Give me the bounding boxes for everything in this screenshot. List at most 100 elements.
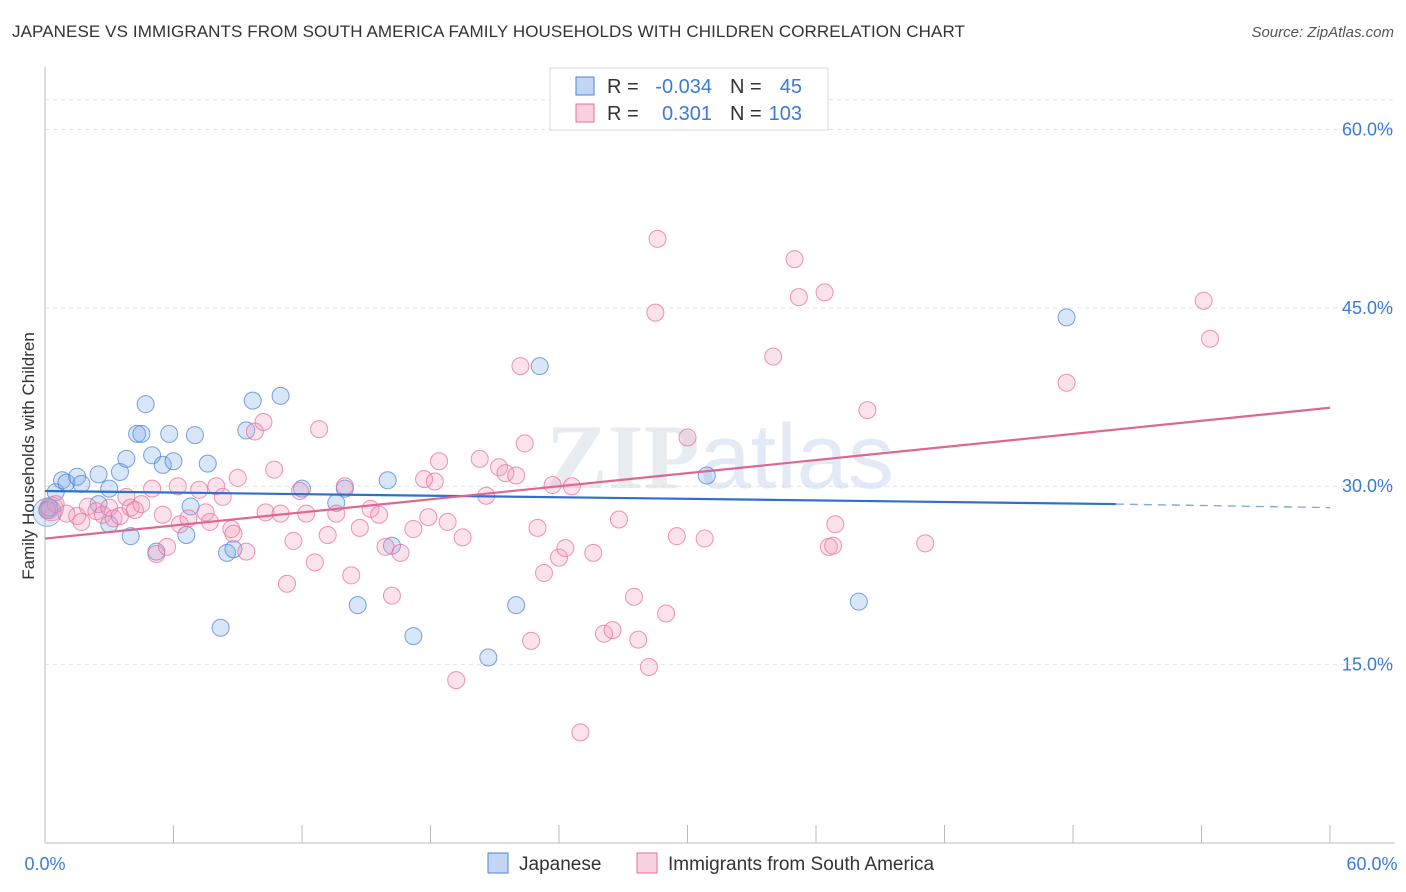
- japanese-point: [164, 452, 183, 471]
- immigrants-point: [158, 537, 177, 556]
- immigrants-point: [535, 564, 554, 583]
- points-layer: [32, 229, 1220, 742]
- japanese-point: [404, 627, 423, 646]
- immigrants-point: [515, 434, 534, 453]
- japanese-point: [160, 424, 179, 443]
- immigrants-point: [522, 631, 541, 650]
- japanese-trendline: [44, 489, 1116, 506]
- japanese-point: [121, 527, 140, 546]
- immigrants-point: [278, 574, 297, 593]
- immigrants-point: [507, 466, 526, 485]
- immigrants-point: [425, 472, 444, 491]
- legend-n-label: N =: [730, 76, 762, 98]
- stats-legend: R = -0.034 N = 45 R = 0.301 N = 103: [549, 67, 829, 131]
- japanese-point: [136, 395, 155, 414]
- stats-legend-frame: [549, 67, 829, 131]
- bottom-legend-label: Immigrants from South America: [668, 854, 935, 875]
- immigrants-point: [256, 503, 275, 522]
- japanese-point: [211, 618, 230, 637]
- immigrants-point: [543, 476, 562, 495]
- x-tick-label: 0.0%: [24, 854, 65, 874]
- immigrants-point: [657, 604, 676, 623]
- immigrants-trendline: [44, 406, 1331, 540]
- immigrants-point: [382, 586, 401, 605]
- legend-r-label: R =: [607, 76, 639, 98]
- japanese-point: [100, 479, 119, 498]
- immigrants-point: [556, 539, 575, 558]
- immigrants-point: [310, 420, 329, 439]
- immigrants-point: [72, 512, 91, 531]
- immigrants-point: [196, 503, 215, 522]
- trend-layer: [44, 406, 1331, 540]
- japanese-point: [185, 426, 204, 445]
- immigrants-point: [305, 553, 324, 572]
- immigrants-point: [38, 496, 64, 522]
- immigrants-point: [648, 229, 667, 248]
- immigrants-point: [789, 288, 808, 307]
- japanese-point: [89, 465, 108, 484]
- y-tick-label: 60.0%: [1342, 119, 1393, 139]
- immigrants-point: [419, 508, 438, 527]
- immigrants-point: [284, 531, 303, 550]
- immigrants-point: [858, 401, 877, 420]
- japanese-point: [479, 648, 498, 667]
- immigrants-point: [470, 449, 489, 468]
- immigrants-point: [438, 512, 457, 531]
- japanese-point: [243, 391, 262, 410]
- japanese-point: [271, 386, 290, 405]
- y-tick-label: 45.0%: [1342, 298, 1393, 318]
- legend-n-value: 45: [780, 76, 802, 98]
- immigrants-point: [78, 497, 97, 516]
- immigrants-point: [168, 477, 187, 496]
- immigrants-point: [143, 479, 162, 498]
- immigrants-point: [415, 470, 434, 489]
- immigrants-point: [213, 487, 232, 506]
- watermark: ZIPatlas: [546, 406, 894, 508]
- bottom-legend-swatch: [487, 852, 509, 874]
- japanese-point: [507, 596, 526, 615]
- japanese-point: [348, 596, 367, 615]
- immigrants-point: [667, 527, 686, 546]
- japanese-point: [849, 592, 868, 611]
- legend-n-value: 103: [769, 103, 802, 125]
- immigrants-point: [370, 505, 389, 524]
- immigrants-point: [528, 518, 547, 537]
- bottom-legend-swatch: [636, 852, 658, 874]
- japanese-point: [378, 471, 397, 490]
- immigrants-point: [624, 587, 643, 606]
- immigrants-point: [678, 428, 697, 447]
- immigrants-point: [404, 520, 423, 539]
- immigrants-point: [228, 468, 247, 487]
- immigrants-point: [290, 481, 309, 500]
- immigrants-point: [609, 510, 628, 529]
- immigrants-point: [254, 413, 273, 432]
- legend-n-label: N =: [730, 103, 762, 125]
- immigrants-point: [453, 528, 472, 547]
- japanese-point: [530, 357, 549, 376]
- grid-layer: [45, 99, 1395, 666]
- immigrants-point: [147, 545, 166, 564]
- legend-swatch: [575, 76, 595, 96]
- y-tick-label: 15.0%: [1342, 655, 1393, 675]
- immigrants-point: [447, 671, 466, 690]
- immigrants-point: [603, 621, 622, 640]
- legend-r-value: -0.034: [655, 76, 712, 98]
- japanese-point: [153, 455, 172, 474]
- japanese-point: [72, 474, 91, 493]
- immigrants-point: [190, 480, 209, 499]
- ticks-layer: 15.0% 30.0% 45.0% 60.0% 0.0% 60.0% Family Hous…: [19, 119, 1398, 874]
- immigrants-point: [646, 303, 665, 322]
- japanese-point: [132, 424, 151, 443]
- y-tick-label: 30.0%: [1342, 476, 1393, 496]
- bottom-legend-label: Japanese: [519, 854, 601, 875]
- x-tick-label: 60.0%: [1346, 854, 1397, 874]
- japanese-point: [128, 424, 147, 443]
- japanese-point: [117, 449, 136, 468]
- immigrants-point: [342, 566, 361, 585]
- immigrants-point: [153, 505, 172, 524]
- immigrants-point: [237, 542, 256, 561]
- immigrants-point: [826, 515, 845, 534]
- immigrants-point: [785, 250, 804, 269]
- immigrants-point: [265, 460, 284, 479]
